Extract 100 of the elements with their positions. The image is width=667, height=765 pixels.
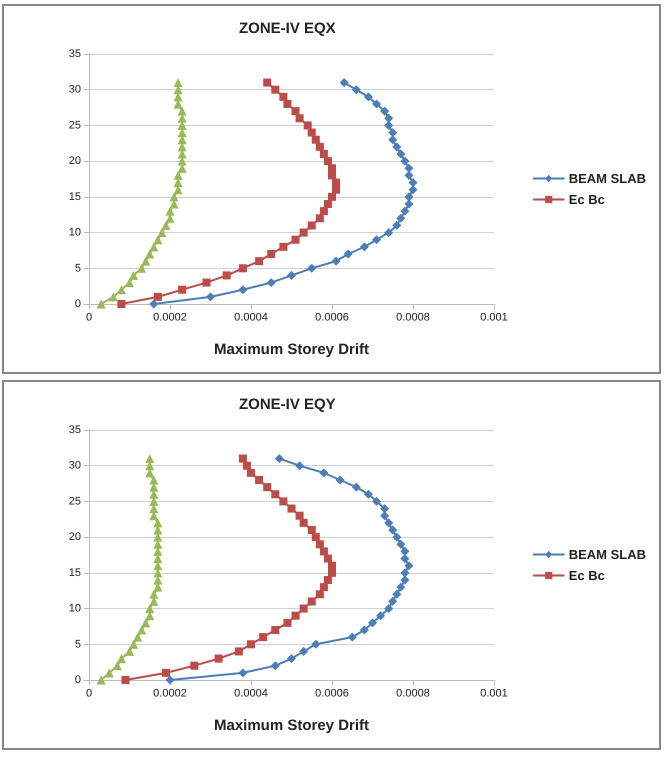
point xyxy=(279,92,288,101)
point xyxy=(166,676,174,684)
point xyxy=(392,532,402,542)
point xyxy=(304,121,312,130)
point xyxy=(352,85,361,94)
point xyxy=(279,497,288,506)
point xyxy=(125,646,134,656)
point xyxy=(348,632,357,642)
x-tick-label: 0.0006 xyxy=(315,312,349,324)
point xyxy=(360,242,369,252)
point xyxy=(308,526,316,534)
point xyxy=(396,214,406,223)
point xyxy=(320,583,328,592)
point xyxy=(255,257,264,266)
point xyxy=(238,264,247,272)
point xyxy=(388,128,398,138)
x-tick-label: 0.001 xyxy=(480,312,508,324)
x-tick-label: 0.0002 xyxy=(153,688,187,700)
point xyxy=(388,526,398,534)
point xyxy=(141,256,150,266)
point xyxy=(145,250,154,258)
point xyxy=(255,476,264,484)
point xyxy=(400,546,410,556)
legend-label: BEAM SLAB xyxy=(568,171,646,186)
point xyxy=(388,135,398,144)
point xyxy=(292,612,300,620)
point xyxy=(263,78,272,87)
point xyxy=(271,490,280,498)
point xyxy=(149,476,158,484)
point xyxy=(129,270,138,280)
point xyxy=(157,228,166,238)
point xyxy=(300,518,308,527)
point xyxy=(238,668,248,678)
point xyxy=(324,200,332,208)
point xyxy=(137,626,146,634)
point xyxy=(316,590,324,598)
point xyxy=(214,654,223,663)
y-tick-label: 10 xyxy=(68,226,81,239)
point xyxy=(206,292,215,302)
point xyxy=(324,554,332,563)
y-tick-label: 35 xyxy=(68,48,81,60)
point xyxy=(372,496,382,506)
point xyxy=(340,78,349,88)
point xyxy=(222,271,231,280)
point xyxy=(384,228,394,238)
point xyxy=(404,192,414,202)
point xyxy=(287,270,296,280)
point xyxy=(161,220,170,230)
x-tick-label: 0.0008 xyxy=(396,312,430,324)
point xyxy=(242,462,251,470)
x-tick-label: 0 xyxy=(86,312,92,324)
point xyxy=(178,286,186,294)
point xyxy=(149,242,158,252)
x-tick-label: 0.001 xyxy=(480,688,508,700)
point xyxy=(178,106,187,116)
point xyxy=(116,654,126,664)
point xyxy=(324,576,332,584)
x-tick-label: 0.0008 xyxy=(396,688,430,700)
y-tick-label: 30 xyxy=(68,84,81,96)
point xyxy=(364,490,373,499)
point xyxy=(174,170,183,180)
point xyxy=(283,618,292,627)
point xyxy=(404,200,414,208)
point xyxy=(400,206,410,216)
point xyxy=(380,504,390,514)
point xyxy=(299,646,308,656)
point xyxy=(270,661,280,670)
point xyxy=(263,483,272,492)
point xyxy=(162,668,170,677)
y-tick-label: 0 xyxy=(74,674,81,686)
point xyxy=(328,192,336,201)
point xyxy=(295,461,304,470)
y-tick-label: 5 xyxy=(74,638,81,650)
y-tick-label: 25 xyxy=(68,119,81,132)
point xyxy=(308,221,316,230)
point xyxy=(384,604,394,614)
point xyxy=(149,300,158,308)
point xyxy=(125,278,134,288)
point xyxy=(288,504,296,513)
point xyxy=(392,142,402,152)
point xyxy=(408,185,418,194)
point xyxy=(400,576,410,584)
y-tick-label: 20 xyxy=(68,531,81,544)
point xyxy=(300,604,308,613)
point xyxy=(380,106,390,116)
y-tick-label: 25 xyxy=(68,495,81,508)
x-axis-title: Maximum Storey Drift xyxy=(214,341,370,358)
point xyxy=(116,285,126,294)
point xyxy=(145,454,154,464)
y-tick-label: 5 xyxy=(74,262,81,274)
point xyxy=(360,626,369,634)
point xyxy=(137,264,146,273)
point xyxy=(238,454,247,463)
point xyxy=(112,661,122,670)
point xyxy=(153,235,162,244)
point xyxy=(174,78,183,88)
point xyxy=(117,300,126,308)
point xyxy=(154,292,162,301)
point xyxy=(320,207,328,216)
point xyxy=(316,540,324,548)
